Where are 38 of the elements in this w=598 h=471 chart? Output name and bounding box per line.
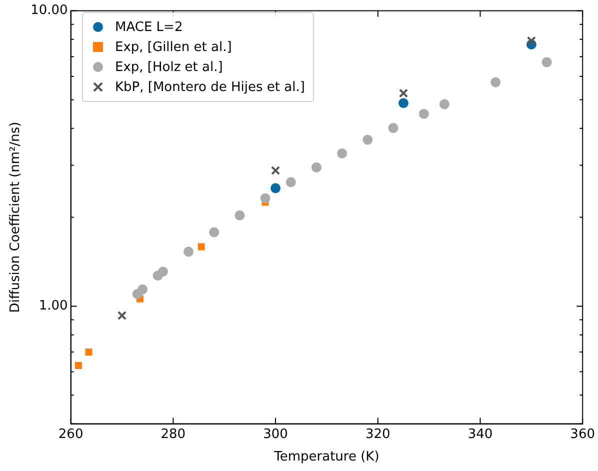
point: [158, 266, 168, 277]
point: [198, 243, 205, 250]
legend-label: MACE L=2: [115, 20, 183, 34]
point: [337, 148, 348, 158]
x-tick-label: 280: [160, 426, 186, 442]
point: [526, 36, 536, 46]
point: [439, 99, 450, 110]
x-tick-label: 360: [570, 426, 596, 442]
legend-label: Exp, [Gillen et al.]: [115, 40, 232, 54]
point: [209, 227, 220, 238]
point: [398, 88, 408, 98]
point: [184, 246, 194, 257]
point: [234, 210, 245, 220]
point: [398, 98, 408, 108]
y-tick-label: 10.00: [30, 3, 68, 18]
point: [490, 77, 501, 88]
point: [286, 177, 296, 188]
legend-label: KbP, [Montero de Hijes et al.]: [115, 80, 305, 94]
point: [137, 284, 148, 294]
y-tick-label: 1.00: [38, 298, 68, 314]
point: [418, 108, 429, 119]
point: [362, 134, 373, 145]
point: [270, 183, 281, 194]
point: [542, 57, 552, 68]
x-axis-title: Temperature (K): [273, 450, 380, 465]
x-tick-label: 320: [365, 426, 390, 442]
y-axis-title: Diffusion Coefficient (nm²/ns): [8, 122, 24, 313]
legend-label: Exp, [Holz et al.]: [115, 60, 223, 74]
point: [117, 311, 127, 320]
point: [85, 348, 92, 356]
point: [74, 362, 82, 370]
x-tick-label: 260: [58, 426, 84, 442]
point: [260, 193, 270, 204]
point: [311, 162, 322, 172]
point: [270, 166, 280, 176]
point: [388, 123, 398, 134]
x-tick-label: 300: [263, 426, 288, 442]
x-tick-label: 340: [468, 426, 493, 442]
